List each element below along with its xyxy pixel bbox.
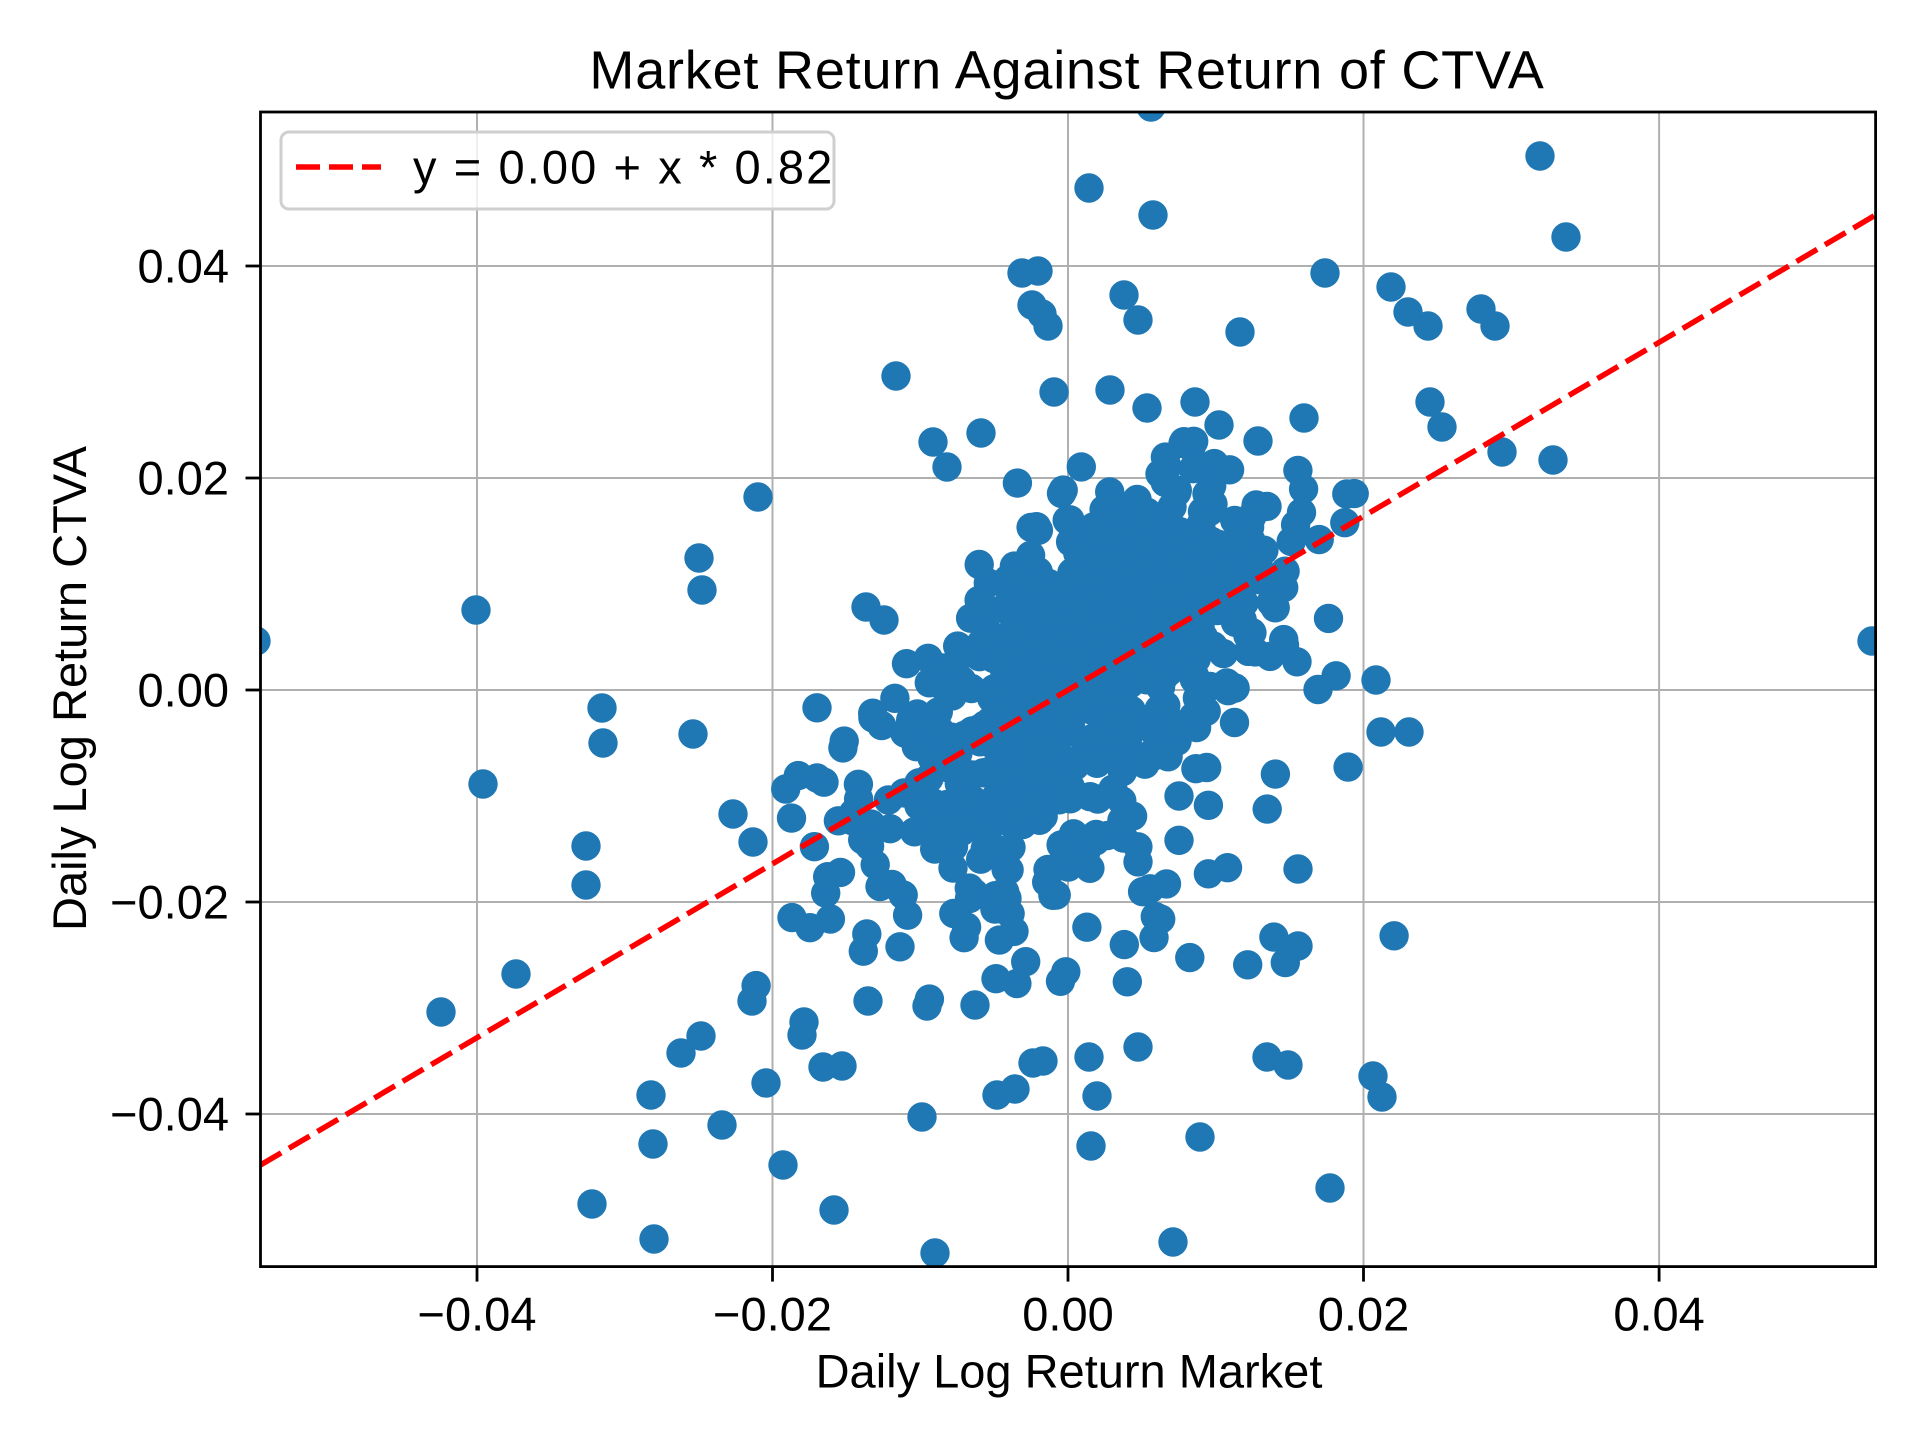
- svg-text:Daily Log Return Market: Daily Log Return Market: [816, 1344, 1323, 1397]
- svg-text:−0.04: −0.04: [110, 1088, 229, 1141]
- svg-text:−0.02: −0.02: [110, 876, 229, 929]
- svg-text:Market Return Against Return o: Market Return Against Return of CTVA: [589, 41, 1544, 101]
- svg-text:0.02: 0.02: [1318, 1288, 1409, 1341]
- svg-text:0.00: 0.00: [138, 664, 229, 717]
- svg-text:−0.04: −0.04: [418, 1288, 537, 1341]
- svg-text:y = 0.00 + x * 0.82: y = 0.00 + x * 0.82: [413, 141, 834, 194]
- svg-text:−0.02: −0.02: [713, 1288, 832, 1341]
- svg-text:0.00: 0.00: [1022, 1288, 1113, 1341]
- svg-text:0.02: 0.02: [138, 452, 229, 505]
- svg-text:0.04: 0.04: [1613, 1288, 1704, 1341]
- svg-text:Daily Log Return CTVA: Daily Log Return CTVA: [43, 445, 96, 931]
- svg-text:0.04: 0.04: [138, 240, 229, 293]
